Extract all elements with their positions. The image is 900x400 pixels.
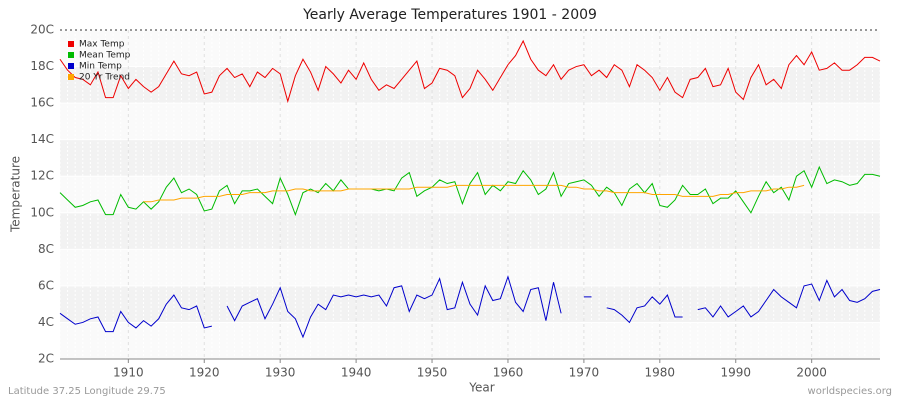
grid [59, 29, 881, 360]
legend-swatch [68, 74, 74, 80]
band [60, 30, 880, 67]
chart-title: Yearly Average Temperatures 1901 - 2009 [302, 7, 597, 23]
series-line [59, 165, 881, 217]
y-tick-label: 2C [38, 352, 54, 366]
x-axis-label: Year [468, 381, 494, 395]
legend-swatch [68, 41, 74, 47]
x-tick-label: 1930 [265, 366, 296, 380]
y-tick-label: 4C [38, 315, 54, 329]
y-tick-label: 12C [30, 169, 54, 183]
x-tick-label: 1960 [493, 366, 524, 380]
x-tick-label: 1990 [720, 366, 751, 380]
x-tick-label: 1920 [189, 366, 220, 380]
y-axis-label: Temperature [9, 156, 23, 233]
series-line [59, 39, 881, 104]
x-tick-label: 1980 [645, 366, 676, 380]
y-tick-label: 6C [38, 278, 54, 292]
footer-right: worldspecies.org [808, 386, 892, 397]
legend-swatch [68, 52, 74, 58]
legend-swatch [68, 63, 74, 69]
legend-label: Min Temp [79, 62, 122, 72]
legend-label: 20 Yr Trend [79, 73, 130, 83]
band [60, 103, 880, 140]
x-tick-label: 1970 [569, 366, 600, 380]
y-tick-label: 10C [30, 205, 54, 219]
y-tick-label: 8C [38, 242, 54, 256]
legend-label: Mean Temp [79, 51, 131, 61]
x-tick-label: 1940 [341, 366, 372, 380]
band [60, 322, 880, 359]
x-tick-label: 1950 [417, 366, 448, 380]
y-tick-label: 18C [30, 59, 54, 73]
y-tick-label: 20C [30, 23, 54, 37]
series-line [143, 184, 805, 203]
footer-left: Latitude 37.25 Longitude 29.75 [8, 386, 166, 397]
legend-label: Max Temp [79, 40, 125, 50]
y-tick-label: 14C [30, 132, 54, 146]
y-tick-label: 16C [30, 96, 54, 110]
x-tick-label: 2000 [796, 366, 827, 380]
series-line [59, 275, 881, 339]
x-tick-label: 1910 [113, 366, 144, 380]
